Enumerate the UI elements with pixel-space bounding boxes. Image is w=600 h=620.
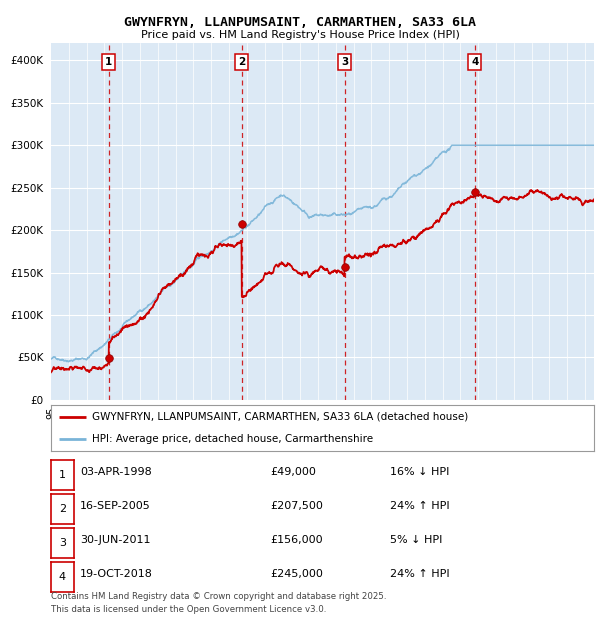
Text: 03-APR-1998: 03-APR-1998 [80, 467, 152, 477]
Text: 4: 4 [471, 57, 478, 67]
Text: 3: 3 [341, 57, 348, 67]
Text: 1: 1 [59, 470, 66, 480]
Text: 1: 1 [105, 57, 112, 67]
Text: 4: 4 [59, 572, 66, 582]
Text: £245,000: £245,000 [270, 569, 323, 579]
Text: £207,500: £207,500 [270, 501, 323, 511]
Text: GWYNFRYN, LLANPUMSAINT, CARMARTHEN, SA33 6LA: GWYNFRYN, LLANPUMSAINT, CARMARTHEN, SA33… [124, 16, 476, 29]
Text: Price paid vs. HM Land Registry's House Price Index (HPI): Price paid vs. HM Land Registry's House … [140, 30, 460, 40]
Text: 5% ↓ HPI: 5% ↓ HPI [390, 535, 442, 545]
Text: 24% ↑ HPI: 24% ↑ HPI [390, 569, 449, 579]
Text: 2: 2 [59, 504, 66, 514]
Text: 30-JUN-2011: 30-JUN-2011 [80, 535, 151, 545]
Text: 19-OCT-2018: 19-OCT-2018 [80, 569, 152, 579]
Text: 24% ↑ HPI: 24% ↑ HPI [390, 501, 449, 511]
Text: GWYNFRYN, LLANPUMSAINT, CARMARTHEN, SA33 6LA (detached house): GWYNFRYN, LLANPUMSAINT, CARMARTHEN, SA33… [92, 412, 468, 422]
Text: 16% ↓ HPI: 16% ↓ HPI [390, 467, 449, 477]
Text: HPI: Average price, detached house, Carmarthenshire: HPI: Average price, detached house, Carm… [92, 434, 373, 445]
Text: £49,000: £49,000 [270, 467, 316, 477]
Text: 16-SEP-2005: 16-SEP-2005 [80, 501, 151, 511]
Text: 3: 3 [59, 538, 66, 548]
Text: Contains HM Land Registry data © Crown copyright and database right 2025.
This d: Contains HM Land Registry data © Crown c… [51, 592, 386, 614]
Text: £156,000: £156,000 [270, 535, 323, 545]
Text: 2: 2 [238, 57, 245, 67]
